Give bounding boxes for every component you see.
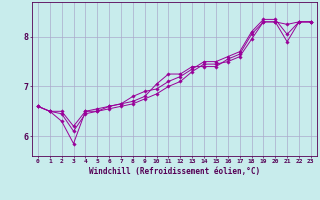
X-axis label: Windchill (Refroidissement éolien,°C): Windchill (Refroidissement éolien,°C) <box>89 167 260 176</box>
